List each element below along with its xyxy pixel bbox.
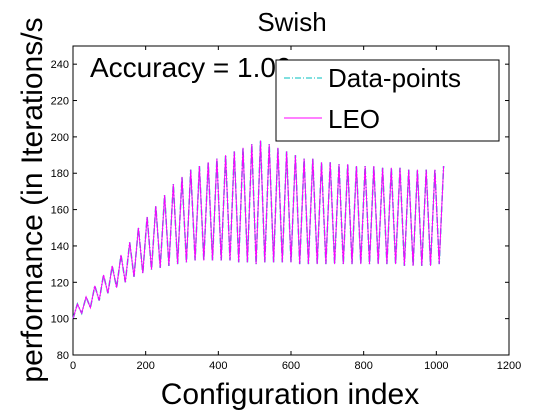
series-layer <box>72 140 445 319</box>
chart-title: Swish <box>257 7 326 37</box>
legend: Data-points LEO <box>275 59 500 142</box>
y-tick-label: 180 <box>51 168 69 180</box>
y-axis-ticks: 80 100 120 140 160 180 200 220 240 <box>51 59 509 362</box>
y-tick-label: 200 <box>51 132 69 144</box>
y-tick-label: 100 <box>51 314 69 326</box>
x-axis-ticks: 0 200 400 600 800 1000 1200 <box>70 46 521 372</box>
legend-label-leo: LEO <box>328 104 380 134</box>
y-tick-label: 140 <box>51 241 69 253</box>
accuracy-annotation: Accuracy = 1.00 <box>90 52 292 83</box>
y-tick-label: 240 <box>51 59 69 71</box>
y-tick-label: 160 <box>51 205 69 217</box>
y-tick-label: 120 <box>51 277 69 289</box>
legend-box <box>275 59 500 142</box>
plot-area: 0 200 400 600 800 1000 1200 80 100 120 140 160 180 2… <box>51 45 521 372</box>
x-tick-label: 0 <box>70 360 76 372</box>
x-tick-label: 400 <box>209 360 227 372</box>
x-tick-label: 800 <box>354 360 372 372</box>
y-tick-label: 220 <box>51 96 69 108</box>
x-tick-label: 1000 <box>424 360 448 372</box>
x-tick-label: 1200 <box>497 360 521 372</box>
y-axis-label: performance (in Iterations/s <box>16 17 49 382</box>
series-line-leo <box>72 140 445 319</box>
x-tick-label: 600 <box>282 360 300 372</box>
x-axis-label: Configuration index <box>161 378 420 411</box>
y-tick-label: 80 <box>57 350 69 362</box>
legend-label-data-points: Data-points <box>328 63 461 93</box>
x-tick-label: 200 <box>136 360 154 372</box>
